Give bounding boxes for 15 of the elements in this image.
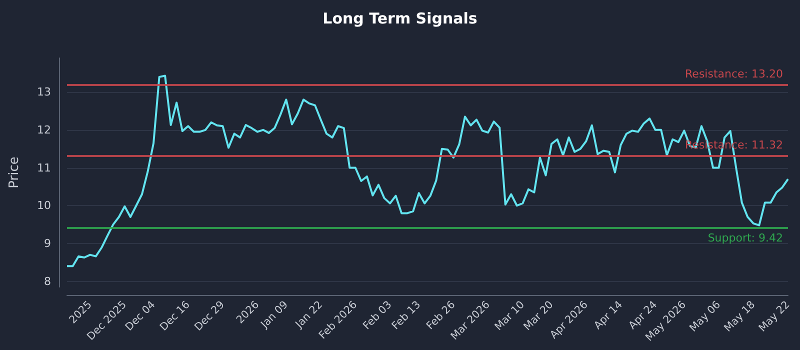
y-tick-label: 11 [37,161,51,174]
y-tick-label: 13 [37,86,51,99]
y-tick-label: 10 [37,199,51,212]
y-tick-label: 9 [44,236,51,250]
x-tick-label: Dec 16 [158,298,193,334]
ref-line-label: Resistance: 13.20 [685,67,783,80]
x-tick-label: Apr 14 [592,298,626,332]
y-tick-label: 8 [44,274,51,288]
x-tick-label: Dec 29 [192,298,227,334]
x-tick-label: Jan 09 [258,298,290,332]
y-tick-label: 12 [37,123,51,136]
ref-line-label: Support: 9.42 [708,232,783,245]
y-axis-title: Price [7,156,22,188]
chart-title: Long Term Signals [322,10,478,28]
x-tick-label: Feb 13 [390,298,424,332]
